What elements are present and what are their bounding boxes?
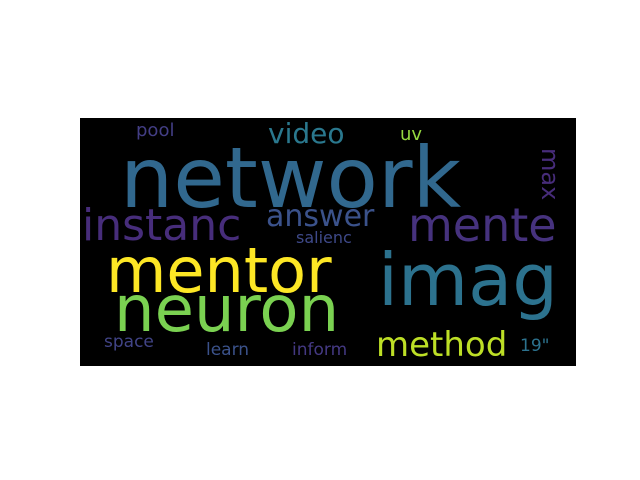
word-mente: mente	[408, 198, 557, 252]
word-19: 19"	[520, 336, 550, 356]
word-learn: learn	[206, 340, 250, 360]
word-max: max	[536, 148, 564, 201]
word-mentor: mentor	[106, 234, 332, 307]
word-space: space	[104, 332, 154, 352]
word-neuron: neuron	[114, 273, 340, 347]
word-cloud: network mentor imag neuron mente instanc…	[80, 118, 576, 366]
word-pool: pool	[136, 120, 175, 141]
word-salienc: salienc	[296, 228, 352, 247]
word-instanc: instanc	[82, 200, 242, 251]
word-inform: inform	[292, 340, 348, 360]
word-video: video	[268, 118, 345, 150]
word-method: method	[376, 325, 508, 365]
word-imag: imag	[378, 238, 558, 322]
word-network: network	[120, 129, 462, 227]
word-answer: answer	[266, 199, 375, 234]
word-uv: uv	[400, 124, 423, 145]
